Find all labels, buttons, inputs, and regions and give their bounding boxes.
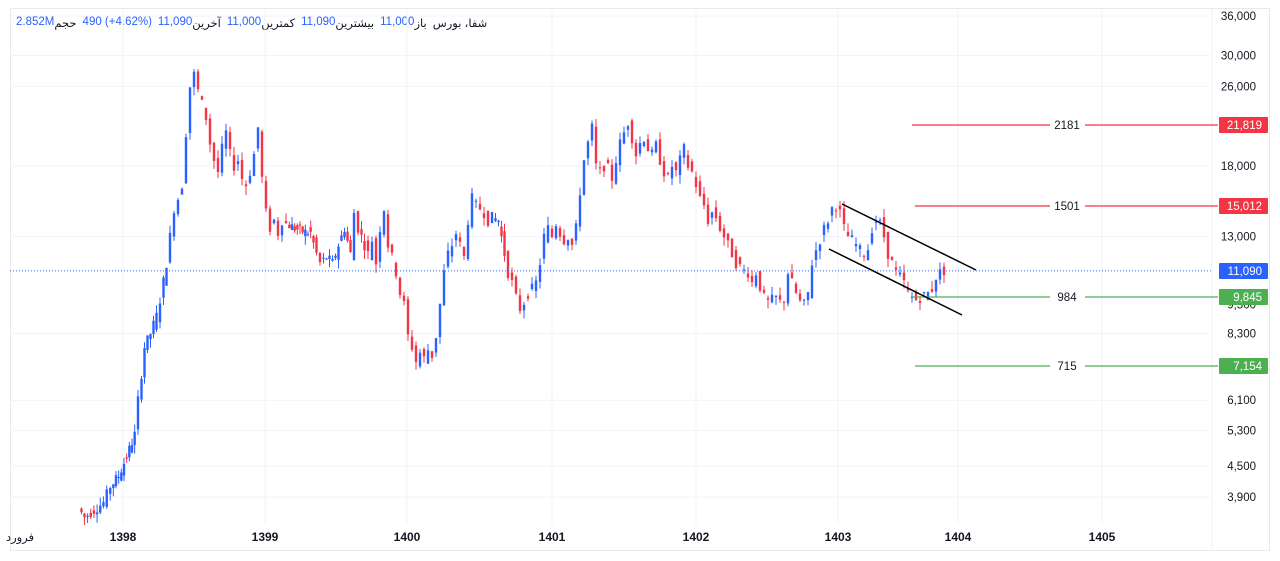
level-line-2181[interactable]: 2181 <box>912 120 1218 132</box>
time-tick-label: فرورد <box>6 532 34 545</box>
horizontal-levels[interactable]: 2181 1501 984 715 <box>912 120 1218 373</box>
price-tick-label: 6,100 <box>1227 395 1256 407</box>
time-tick-label: 1399 <box>252 530 279 544</box>
candles <box>80 68 946 526</box>
chart-frame <box>10 8 1270 551</box>
channel-line-upper[interactable] <box>841 203 977 271</box>
price-tick-label: 26,000 <box>1221 81 1256 93</box>
time-tick-label: 1405 <box>1089 530 1116 544</box>
time-axis[interactable]: فرورد 1398 1399 1400 1401 1402 1403 1404 1405 <box>6 530 1116 545</box>
price-tick-label: 5,300 <box>1227 426 1256 438</box>
price-tick-label: 13,000 <box>1221 231 1256 243</box>
time-tick-label: 1401 <box>539 530 566 544</box>
price-tick-label: 4,500 <box>1227 461 1256 473</box>
time-tick-label: 1403 <box>825 530 852 544</box>
price-tick-label: 30,000 <box>1221 50 1256 62</box>
svg-text:11,090: 11,090 <box>1228 266 1262 278</box>
descending-channel[interactable] <box>828 203 977 316</box>
level-line-1501[interactable]: 1501 <box>915 201 1218 213</box>
price-badge-support: 7,154 <box>1219 358 1268 374</box>
level-line-715[interactable]: 715 <box>915 361 1218 373</box>
svg-text:7,154: 7,154 <box>1233 361 1262 373</box>
level-label: 984 <box>1057 292 1077 304</box>
ohlc-legend: شفا، بورس باز 11,000 بیشترین 11,090 کمتر… <box>16 16 487 30</box>
legend-volume-label: حجم <box>54 18 77 30</box>
svg-text:21,819: 21,819 <box>1227 120 1262 132</box>
legend-volume-value: 2.852M <box>16 16 55 28</box>
price-badge-resistance: 21,819 <box>1219 117 1268 133</box>
level-line-984[interactable]: 984 <box>912 292 1218 304</box>
level-label: 1501 <box>1054 201 1080 213</box>
legend-open-value: 11,000 <box>380 16 415 28</box>
grid-lines <box>10 8 1213 551</box>
legend-high-label: بیشترین <box>335 18 375 30</box>
legend-close-value: 11,090 <box>157 16 193 28</box>
price-badge-resistance: 15,012 <box>1219 198 1268 214</box>
price-badge-last: 11,090 <box>1219 263 1268 279</box>
legend-low-value: 11,000 <box>226 16 262 28</box>
legend-symbol[interactable]: شفا، بورس <box>432 18 488 30</box>
price-badge-support: 9,845 <box>1219 289 1268 305</box>
channel-line-lower[interactable] <box>828 248 963 316</box>
time-tick-label: 1402 <box>683 530 710 544</box>
legend-high-value: 11,090 <box>301 16 336 28</box>
time-tick-label: 1404 <box>945 530 972 544</box>
price-tick-label: 36,000 <box>1221 11 1256 23</box>
price-tick-label: 18,000 <box>1221 161 1256 173</box>
legend-open-label: باز <box>414 18 427 30</box>
price-tick-label: 8,300 <box>1227 329 1256 341</box>
svg-text:9,845: 9,845 <box>1233 292 1262 304</box>
level-label: 2181 <box>1054 120 1080 132</box>
legend-low-label: کمترین <box>261 18 296 30</box>
price-tick-label: 3,900 <box>1227 492 1256 504</box>
time-tick-label: 1398 <box>110 530 137 544</box>
legend-close-label: آخرین <box>192 18 221 30</box>
legend-change-value: 490 (+4.62%) <box>82 16 152 28</box>
price-axis[interactable]: 36,000 30,000 26,000 18,000 13,000 8,300 6,100… <box>1219 11 1268 504</box>
svg-text:15,012: 15,012 <box>1227 201 1262 213</box>
time-tick-label: 1400 <box>394 530 421 544</box>
level-label: 715 <box>1057 361 1076 373</box>
